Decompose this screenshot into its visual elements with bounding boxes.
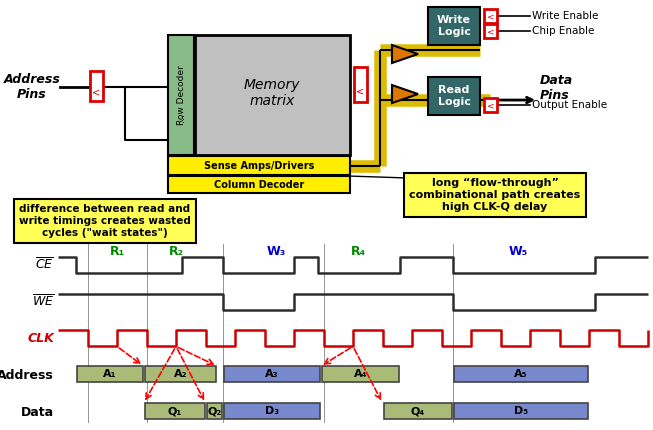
Text: A₁: A₁ xyxy=(103,369,116,379)
Text: ...: ... xyxy=(176,113,186,122)
Bar xyxy=(144,366,216,382)
Text: Column Decoder: Column Decoder xyxy=(214,180,304,190)
Text: Q₂: Q₂ xyxy=(207,406,221,416)
Bar xyxy=(76,366,142,382)
Text: A₅: A₅ xyxy=(515,369,528,379)
Polygon shape xyxy=(392,45,418,63)
Bar xyxy=(224,403,319,419)
Text: R₄: R₄ xyxy=(351,245,366,258)
Bar xyxy=(354,67,367,102)
Text: Data
Pins: Data Pins xyxy=(540,74,573,102)
Bar xyxy=(195,35,350,155)
Bar xyxy=(454,403,588,419)
Text: Output Enable: Output Enable xyxy=(532,100,607,110)
Bar xyxy=(484,9,497,23)
Text: CLK: CLK xyxy=(27,332,54,345)
Text: D₅: D₅ xyxy=(514,406,528,416)
Bar xyxy=(168,35,194,155)
Text: <: < xyxy=(357,86,364,96)
Text: Data: Data xyxy=(21,405,54,418)
Bar xyxy=(144,403,204,419)
Text: Write Enable: Write Enable xyxy=(532,11,598,21)
Text: R₂: R₂ xyxy=(168,245,183,258)
Text: Address: Address xyxy=(0,369,54,382)
Text: W₃: W₃ xyxy=(266,245,286,258)
Text: D₃: D₃ xyxy=(265,406,279,416)
Text: <: < xyxy=(93,87,101,97)
Bar xyxy=(168,156,350,175)
Bar xyxy=(321,366,399,382)
Bar xyxy=(168,176,350,193)
Text: Q₄: Q₄ xyxy=(411,406,425,416)
Text: Row Decoder: Row Decoder xyxy=(176,65,185,125)
Bar xyxy=(90,71,103,101)
Text: Memory
matrix: Memory matrix xyxy=(244,78,300,108)
Text: Chip Enable: Chip Enable xyxy=(532,26,594,36)
Bar xyxy=(224,366,319,382)
Text: long “flow-through”
combinational path creates
high CLK-Q delay: long “flow-through” combinational path c… xyxy=(409,178,581,212)
Text: A₃: A₃ xyxy=(265,369,279,379)
Text: A₄: A₄ xyxy=(354,369,367,379)
Text: Write
Logic: Write Logic xyxy=(437,15,471,37)
Text: Sense Amps/Drivers: Sense Amps/Drivers xyxy=(204,160,314,171)
Text: <: < xyxy=(486,12,494,22)
Text: A₂: A₂ xyxy=(174,369,187,379)
Text: $\overline{WE}$: $\overline{WE}$ xyxy=(32,294,54,309)
Text: <: < xyxy=(486,101,494,111)
Text: Read
Logic: Read Logic xyxy=(438,85,470,107)
Bar xyxy=(428,7,480,45)
Bar xyxy=(428,77,480,115)
Text: <: < xyxy=(486,28,494,37)
Polygon shape xyxy=(392,85,418,103)
Bar xyxy=(484,98,497,112)
Text: Address
Pins: Address Pins xyxy=(3,73,61,101)
Text: Q₁: Q₁ xyxy=(167,406,182,416)
Text: $\overline{CE}$: $\overline{CE}$ xyxy=(35,257,54,273)
Text: difference between read and
write timings creates wasted
cycles ("wait states"): difference between read and write timing… xyxy=(19,205,191,238)
Bar xyxy=(484,24,497,38)
Text: R₁: R₁ xyxy=(110,245,125,258)
Text: W₅: W₅ xyxy=(509,245,528,258)
Bar xyxy=(206,403,222,419)
Bar xyxy=(383,403,453,419)
Bar xyxy=(454,366,588,382)
